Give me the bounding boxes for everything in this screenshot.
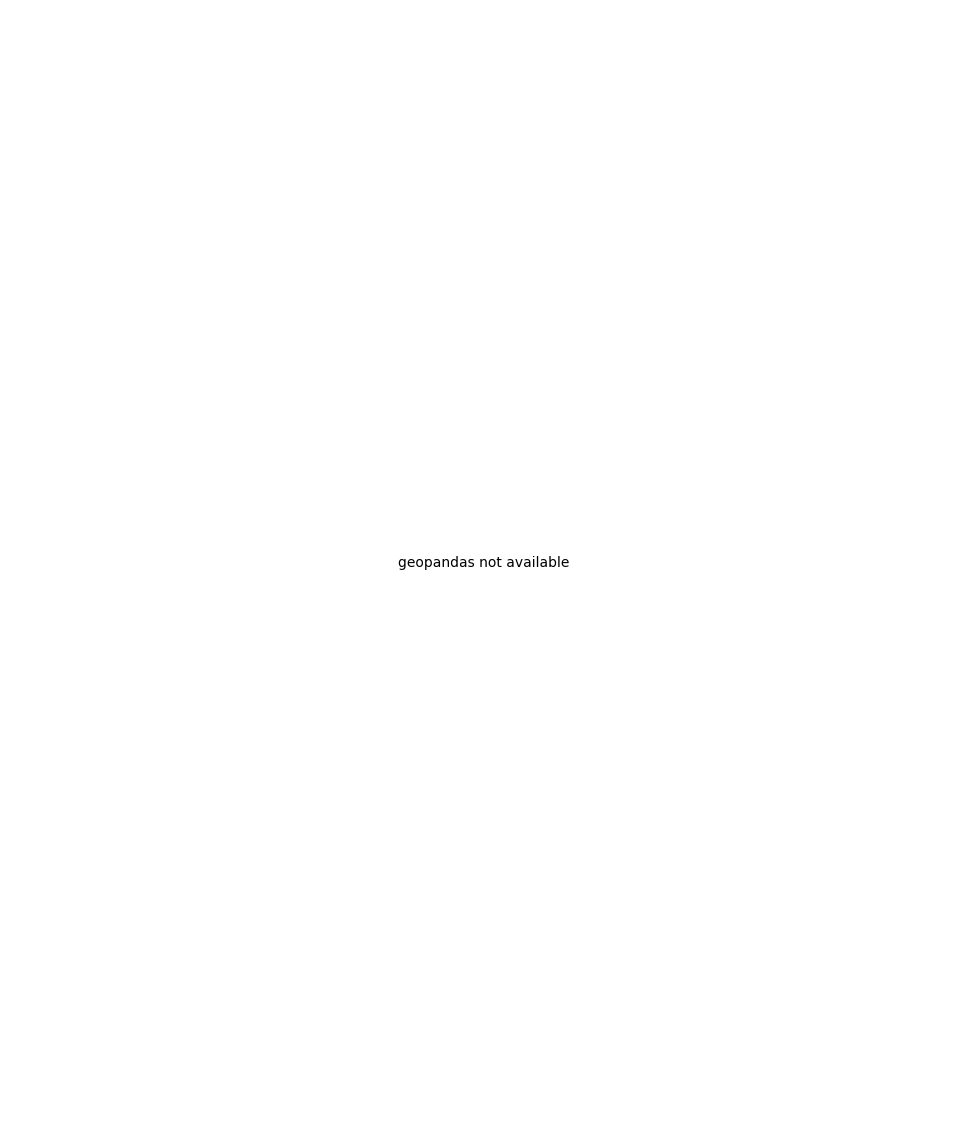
Text: geopandas not available: geopandas not available	[397, 557, 570, 570]
